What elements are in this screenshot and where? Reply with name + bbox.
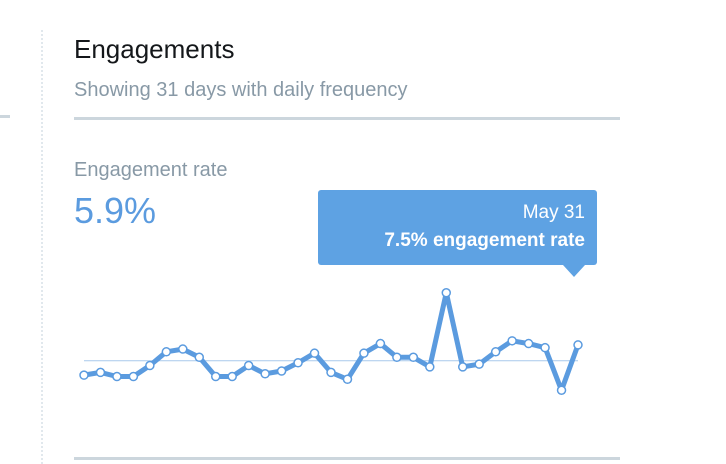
data-point[interactable] [210, 371, 221, 382]
data-point[interactable] [326, 367, 336, 378]
data-point[interactable] [441, 287, 452, 298]
data-point[interactable] [523, 338, 534, 349]
data-point[interactable] [573, 340, 583, 350]
data-point[interactable] [507, 336, 517, 346]
data-point[interactable] [425, 362, 435, 372]
data-point[interactable] [112, 371, 122, 382]
header-divider [74, 117, 620, 120]
data-point[interactable] [276, 366, 287, 376]
data-point[interactable] [392, 352, 402, 363]
data-point[interactable] [309, 348, 320, 358]
data-point[interactable] [457, 362, 468, 372]
data-point[interactable] [145, 360, 155, 371]
left-panel-edge [0, 115, 10, 118]
data-point[interactable] [342, 374, 353, 385]
data-point[interactable] [260, 369, 270, 379]
tooltip-metric: 7.5% engagement rate [384, 230, 585, 251]
data-point[interactable] [178, 344, 188, 354]
data-point[interactable] [194, 352, 205, 363]
data-point[interactable] [227, 371, 237, 382]
tooltip-pointer [563, 265, 585, 277]
data-point[interactable] [293, 358, 303, 368]
panel-subtitle: Showing 31 days with daily frequency [74, 79, 408, 101]
data-point[interactable] [556, 385, 567, 396]
data-point[interactable] [490, 347, 501, 357]
data-point[interactable] [540, 342, 550, 353]
data-point[interactable] [474, 359, 484, 369]
chart-tooltip: May 31 7.5% engagement rate [318, 190, 597, 265]
column-divider [41, 30, 43, 464]
data-point[interactable] [408, 352, 419, 363]
data-point[interactable] [128, 371, 139, 382]
metric-label: Engagement rate [74, 159, 228, 181]
footer-divider [74, 457, 620, 460]
data-point[interactable] [243, 360, 254, 371]
panel-title: Engagements [74, 34, 235, 64]
tooltip-date: May 31 [522, 202, 585, 223]
data-point[interactable] [79, 370, 89, 380]
data-point[interactable] [375, 338, 386, 349]
data-point[interactable] [95, 367, 106, 378]
data-point[interactable] [359, 348, 369, 358]
engagements-panel: Engagements Showing 31 days with daily f… [74, 0, 620, 464]
data-point[interactable] [161, 347, 172, 357]
metric-value: 5.9% [74, 190, 157, 231]
